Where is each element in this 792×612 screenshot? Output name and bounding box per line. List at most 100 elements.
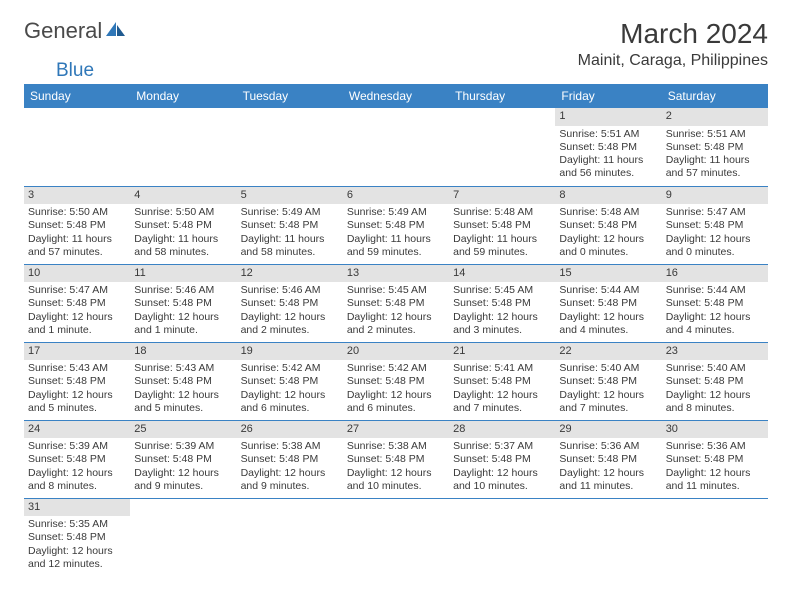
calendar-day-cell xyxy=(237,108,343,186)
calendar-week-row: 31Sunrise: 5:35 AMSunset: 5:48 PMDayligh… xyxy=(24,498,768,576)
daylight-text: Daylight: 11 hours and 59 minutes. xyxy=(453,233,551,259)
sunrise-text: Sunrise: 5:42 AM xyxy=(347,362,445,375)
calendar-week-row: 24Sunrise: 5:39 AMSunset: 5:48 PMDayligh… xyxy=(24,420,768,498)
day-number: 19 xyxy=(237,343,343,361)
sunrise-text: Sunrise: 5:48 AM xyxy=(453,206,551,219)
day-number: 30 xyxy=(662,421,768,439)
calendar-day-cell: 3Sunrise: 5:50 AMSunset: 5:48 PMDaylight… xyxy=(24,186,130,264)
calendar-day-cell xyxy=(130,108,236,186)
calendar-day-cell: 6Sunrise: 5:49 AMSunset: 5:48 PMDaylight… xyxy=(343,186,449,264)
day-number: 9 xyxy=(662,187,768,205)
logo: General xyxy=(24,18,128,44)
daylight-text: Daylight: 11 hours and 58 minutes. xyxy=(134,233,232,259)
sunset-text: Sunset: 5:48 PM xyxy=(134,219,232,232)
logo-text-general: General xyxy=(24,18,102,44)
sunset-text: Sunset: 5:48 PM xyxy=(347,219,445,232)
sunrise-text: Sunrise: 5:50 AM xyxy=(28,206,126,219)
day-number: 18 xyxy=(130,343,236,361)
sunset-text: Sunset: 5:48 PM xyxy=(453,375,551,388)
calendar-day-cell: 15Sunrise: 5:44 AMSunset: 5:48 PMDayligh… xyxy=(555,264,661,342)
sunset-text: Sunset: 5:48 PM xyxy=(241,219,339,232)
day-number: 24 xyxy=(24,421,130,439)
calendar-day-cell: 21Sunrise: 5:41 AMSunset: 5:48 PMDayligh… xyxy=(449,342,555,420)
sunrise-text: Sunrise: 5:50 AM xyxy=(134,206,232,219)
calendar-day-cell: 8Sunrise: 5:48 AMSunset: 5:48 PMDaylight… xyxy=(555,186,661,264)
calendar-day-cell: 29Sunrise: 5:36 AMSunset: 5:48 PMDayligh… xyxy=(555,420,661,498)
calendar-week-row: 1Sunrise: 5:51 AMSunset: 5:48 PMDaylight… xyxy=(24,108,768,186)
day-number: 1 xyxy=(555,108,661,126)
daylight-text: Daylight: 11 hours and 57 minutes. xyxy=(666,154,764,180)
calendar-day-cell: 2Sunrise: 5:51 AMSunset: 5:48 PMDaylight… xyxy=(662,108,768,186)
calendar-day-cell: 13Sunrise: 5:45 AMSunset: 5:48 PMDayligh… xyxy=(343,264,449,342)
sunrise-text: Sunrise: 5:36 AM xyxy=(666,440,764,453)
sunset-text: Sunset: 5:48 PM xyxy=(559,375,657,388)
sunrise-text: Sunrise: 5:44 AM xyxy=(666,284,764,297)
calendar-day-cell: 28Sunrise: 5:37 AMSunset: 5:48 PMDayligh… xyxy=(449,420,555,498)
daylight-text: Daylight: 12 hours and 7 minutes. xyxy=(453,389,551,415)
calendar-day-cell: 12Sunrise: 5:46 AMSunset: 5:48 PMDayligh… xyxy=(237,264,343,342)
sunset-text: Sunset: 5:48 PM xyxy=(28,375,126,388)
calendar-day-cell: 31Sunrise: 5:35 AMSunset: 5:48 PMDayligh… xyxy=(24,498,130,576)
weekday-header: Wednesday xyxy=(343,84,449,108)
sunset-text: Sunset: 5:48 PM xyxy=(347,375,445,388)
daylight-text: Daylight: 11 hours and 57 minutes. xyxy=(28,233,126,259)
day-number: 21 xyxy=(449,343,555,361)
daylight-text: Daylight: 12 hours and 6 minutes. xyxy=(241,389,339,415)
sunrise-text: Sunrise: 5:43 AM xyxy=(134,362,232,375)
day-number: 13 xyxy=(343,265,449,283)
calendar-day-cell: 14Sunrise: 5:45 AMSunset: 5:48 PMDayligh… xyxy=(449,264,555,342)
weekday-header: Sunday xyxy=(24,84,130,108)
daylight-text: Daylight: 12 hours and 4 minutes. xyxy=(559,311,657,337)
daylight-text: Daylight: 11 hours and 59 minutes. xyxy=(347,233,445,259)
sunrise-text: Sunrise: 5:51 AM xyxy=(559,128,657,141)
calendar-day-cell: 24Sunrise: 5:39 AMSunset: 5:48 PMDayligh… xyxy=(24,420,130,498)
calendar-day-cell xyxy=(449,108,555,186)
calendar-day-cell xyxy=(24,108,130,186)
daylight-text: Daylight: 12 hours and 1 minute. xyxy=(28,311,126,337)
logo-sail-icon xyxy=(106,22,126,43)
sunset-text: Sunset: 5:48 PM xyxy=(134,297,232,310)
day-number: 27 xyxy=(343,421,449,439)
calendar-table: Sunday Monday Tuesday Wednesday Thursday… xyxy=(24,84,768,576)
sunset-text: Sunset: 5:48 PM xyxy=(666,297,764,310)
calendar-day-cell: 7Sunrise: 5:48 AMSunset: 5:48 PMDaylight… xyxy=(449,186,555,264)
daylight-text: Daylight: 12 hours and 4 minutes. xyxy=(666,311,764,337)
sunset-text: Sunset: 5:48 PM xyxy=(559,219,657,232)
sunset-text: Sunset: 5:48 PM xyxy=(453,453,551,466)
day-number: 10 xyxy=(24,265,130,283)
sunset-text: Sunset: 5:48 PM xyxy=(347,453,445,466)
calendar-day-cell: 30Sunrise: 5:36 AMSunset: 5:48 PMDayligh… xyxy=(662,420,768,498)
calendar-day-cell: 27Sunrise: 5:38 AMSunset: 5:48 PMDayligh… xyxy=(343,420,449,498)
day-number: 14 xyxy=(449,265,555,283)
weekday-header: Thursday xyxy=(449,84,555,108)
sunrise-text: Sunrise: 5:46 AM xyxy=(134,284,232,297)
daylight-text: Daylight: 12 hours and 8 minutes. xyxy=(28,467,126,493)
day-number: 11 xyxy=(130,265,236,283)
calendar-day-cell: 26Sunrise: 5:38 AMSunset: 5:48 PMDayligh… xyxy=(237,420,343,498)
daylight-text: Daylight: 12 hours and 1 minute. xyxy=(134,311,232,337)
day-number: 23 xyxy=(662,343,768,361)
sunrise-text: Sunrise: 5:45 AM xyxy=(347,284,445,297)
day-number: 15 xyxy=(555,265,661,283)
daylight-text: Daylight: 12 hours and 10 minutes. xyxy=(347,467,445,493)
sunrise-text: Sunrise: 5:41 AM xyxy=(453,362,551,375)
sunrise-text: Sunrise: 5:37 AM xyxy=(453,440,551,453)
sunrise-text: Sunrise: 5:47 AM xyxy=(28,284,126,297)
weekday-header: Monday xyxy=(130,84,236,108)
sunrise-text: Sunrise: 5:45 AM xyxy=(453,284,551,297)
calendar-day-cell: 18Sunrise: 5:43 AMSunset: 5:48 PMDayligh… xyxy=(130,342,236,420)
daylight-text: Daylight: 12 hours and 7 minutes. xyxy=(559,389,657,415)
day-number: 29 xyxy=(555,421,661,439)
calendar-day-cell: 16Sunrise: 5:44 AMSunset: 5:48 PMDayligh… xyxy=(662,264,768,342)
daylight-text: Daylight: 11 hours and 58 minutes. xyxy=(241,233,339,259)
day-number: 5 xyxy=(237,187,343,205)
day-number: 2 xyxy=(662,108,768,126)
sunset-text: Sunset: 5:48 PM xyxy=(241,375,339,388)
calendar-day-cell xyxy=(555,498,661,576)
sunset-text: Sunset: 5:48 PM xyxy=(28,297,126,310)
weekday-header: Saturday xyxy=(662,84,768,108)
day-number: 16 xyxy=(662,265,768,283)
sunrise-text: Sunrise: 5:51 AM xyxy=(666,128,764,141)
sunrise-text: Sunrise: 5:40 AM xyxy=(666,362,764,375)
calendar-day-cell xyxy=(662,498,768,576)
